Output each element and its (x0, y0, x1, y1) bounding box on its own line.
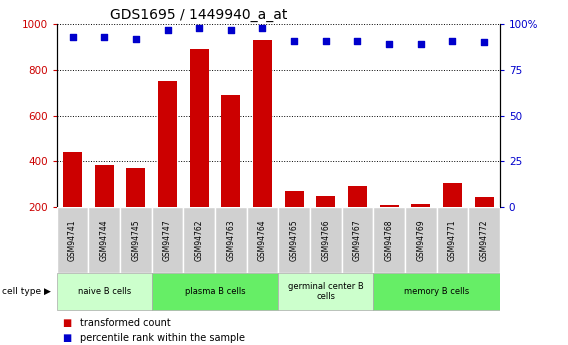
Bar (437, 207, 468, 273)
Bar (278, 273, 373, 310)
Text: GSM94771: GSM94771 (448, 219, 457, 260)
Text: GSM94764: GSM94764 (258, 219, 267, 260)
Text: GSM94765: GSM94765 (290, 219, 299, 260)
Point (479, 40, 488, 45)
Bar (95, 165, 114, 253)
Point (448, 38, 457, 43)
Text: GSM94763: GSM94763 (227, 219, 235, 260)
Bar (411, 204, 430, 253)
Bar (152, 207, 183, 273)
Text: cell type ▶: cell type ▶ (2, 287, 51, 296)
Point (226, 27, 235, 32)
Text: GSM94747: GSM94747 (163, 219, 172, 260)
Point (100, 34, 109, 40)
Bar (152, 273, 278, 310)
Text: transformed count: transformed count (80, 318, 170, 327)
Point (131, 36, 140, 41)
Point (258, 25, 267, 31)
Text: GSM94768: GSM94768 (385, 219, 394, 260)
Bar (63, 152, 82, 253)
Bar (316, 196, 335, 253)
Bar (405, 207, 437, 273)
Bar (285, 191, 304, 253)
Bar (379, 205, 399, 253)
Text: GSM94767: GSM94767 (353, 219, 362, 260)
Bar (89, 207, 120, 273)
Bar (310, 207, 341, 273)
Point (68, 34, 77, 40)
Point (163, 27, 172, 32)
Text: ■: ■ (62, 333, 72, 343)
Bar (373, 273, 500, 310)
Bar (57, 207, 89, 273)
Text: percentile rank within the sample: percentile rank within the sample (80, 333, 244, 343)
Point (385, 41, 394, 47)
Text: GSM94744: GSM94744 (100, 219, 108, 260)
Text: memory B cells: memory B cells (404, 287, 469, 296)
Point (195, 25, 204, 31)
Bar (247, 207, 278, 273)
Text: ■: ■ (62, 318, 72, 327)
Bar (215, 207, 247, 273)
Point (416, 41, 425, 47)
Text: GSM94766: GSM94766 (321, 219, 330, 260)
Bar (158, 81, 177, 253)
Text: GSM94745: GSM94745 (131, 219, 140, 260)
Text: naive B cells: naive B cells (78, 287, 131, 296)
Bar (183, 207, 215, 273)
Bar (341, 207, 373, 273)
Point (290, 38, 299, 43)
Text: plasma B cells: plasma B cells (185, 287, 245, 296)
Text: GSM94769: GSM94769 (416, 219, 425, 260)
Text: GDS1695 / 1449940_a_at: GDS1695 / 1449940_a_at (110, 8, 287, 22)
Bar (278, 207, 310, 273)
Bar (120, 207, 152, 273)
Bar (373, 207, 405, 273)
Bar (190, 49, 208, 253)
Bar (222, 95, 240, 253)
Text: GSM94741: GSM94741 (68, 219, 77, 260)
Point (353, 38, 362, 43)
Text: GSM94772: GSM94772 (479, 219, 488, 260)
Bar (57, 273, 152, 310)
Bar (348, 186, 367, 253)
Bar (253, 40, 272, 253)
Bar (443, 183, 462, 253)
Bar (474, 197, 494, 253)
Bar (468, 207, 500, 273)
Point (321, 38, 331, 43)
Bar (127, 168, 145, 253)
Text: GSM94762: GSM94762 (195, 219, 204, 260)
Text: germinal center B
cells: germinal center B cells (288, 282, 364, 301)
